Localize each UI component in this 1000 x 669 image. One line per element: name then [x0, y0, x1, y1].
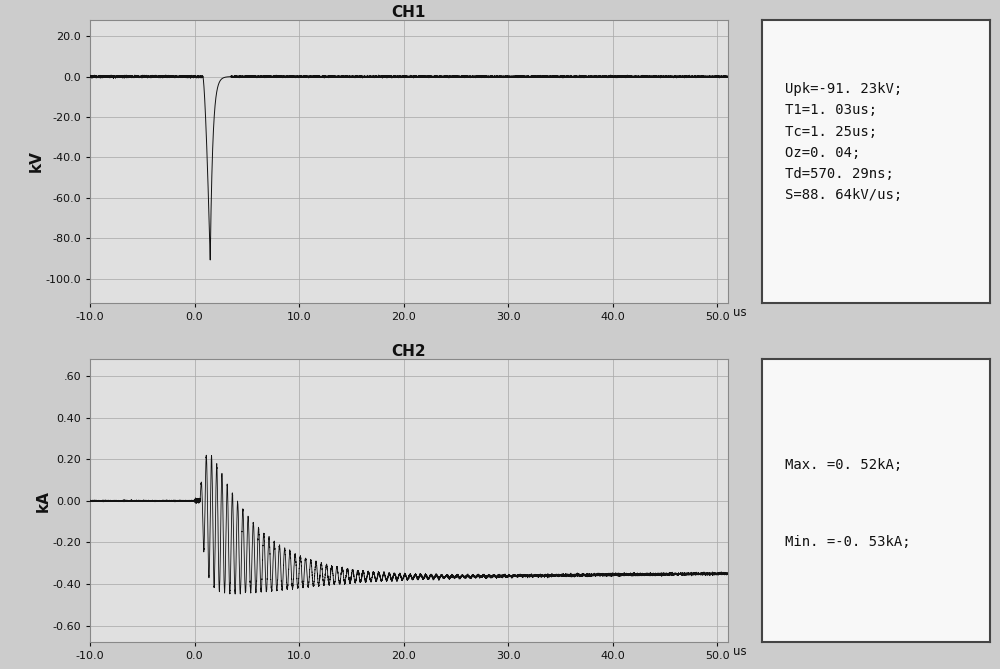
Text: Upk=-91. 23kV;
T1=1. 03us;
Tc=1. 25us;
Oz=0. 04;
Td=570. 29ns;
S=88. 64kV/us;: Upk=-91. 23kV; T1=1. 03us; Tc=1. 25us; O… [785, 82, 902, 202]
Text: us: us [733, 645, 747, 658]
Title: CH1: CH1 [392, 5, 426, 20]
Text: Max. =0. 52kA;: Max. =0. 52kA; [785, 458, 902, 472]
Title: CH2: CH2 [392, 345, 426, 359]
Y-axis label: kV: kV [29, 151, 44, 173]
Text: us: us [733, 306, 747, 318]
Y-axis label: kA: kA [36, 490, 51, 512]
Text: Min. =-0. 53kA;: Min. =-0. 53kA; [785, 535, 911, 549]
